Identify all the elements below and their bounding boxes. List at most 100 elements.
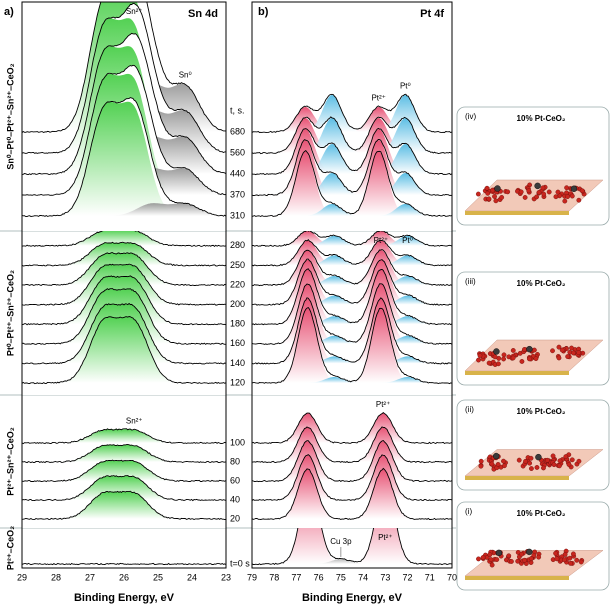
row-label: Sn⁰–Pt⁰–Pt²⁺–Sn²⁺–CeO₂	[5, 63, 15, 169]
illustration-atom	[571, 551, 576, 557]
illustration-cluster	[526, 345, 533, 353]
illustration-atom	[523, 458, 528, 464]
illustration-atom	[478, 458, 484, 464]
spectrum-line	[252, 297, 452, 365]
spectrum-line	[22, 263, 226, 306]
illustration-atom	[510, 355, 516, 361]
spectrum-line	[22, 443, 226, 464]
component-fill	[22, 101, 226, 216]
illustration-atom	[480, 555, 486, 560]
illustration-atom	[489, 562, 495, 568]
illustration-atom	[556, 344, 562, 350]
component-fill	[252, 255, 452, 266]
illustration-atom	[519, 551, 525, 557]
component-fill	[22, 491, 226, 519]
illustration-atom	[493, 198, 499, 204]
illustration-atom	[569, 193, 575, 199]
x-tick-label: 71	[425, 572, 435, 582]
illustration-cluster	[535, 453, 542, 461]
row-label: Pt⁰–Pt²⁺–Sn²⁺–CeO₂	[5, 270, 15, 356]
illustration-atom	[569, 345, 574, 351]
component-fill	[22, 168, 226, 195]
illustration-tag: (iii)	[465, 277, 476, 286]
panel-title: Pt 4f	[420, 8, 444, 20]
row-label: Pt²⁺–Sn²⁺–CeO₂	[5, 427, 15, 496]
illustration-atom	[541, 465, 546, 471]
spectra-group	[252, 231, 452, 395]
time-label: 680	[230, 126, 245, 136]
component-fill	[252, 295, 452, 305]
spectrum-line	[22, 252, 226, 287]
illustration-tag: (i)	[465, 507, 472, 516]
illustration-atom	[546, 189, 552, 195]
spectrum-line	[22, 288, 226, 345]
component-fill	[252, 144, 452, 174]
illustration-caption: 10% Pt-CeO₂	[517, 279, 566, 288]
component-fill	[22, 203, 226, 216]
illustration-atom	[476, 357, 481, 363]
illustration-atom	[528, 455, 534, 461]
illustration-atom	[485, 190, 491, 196]
time-label: 60	[230, 475, 240, 485]
component-fill	[252, 308, 452, 383]
illustration-atom	[506, 553, 512, 559]
x-tick-label: 29	[17, 572, 27, 582]
component-fill	[22, 476, 226, 500]
spectrum-line	[22, 97, 226, 218]
illustration-atom	[478, 463, 484, 469]
illustration-atom	[556, 355, 562, 361]
spectrum-line	[252, 528, 452, 566]
component-fill	[22, 429, 226, 443]
illustration-atom	[489, 461, 495, 467]
x-tick-label: 70	[447, 572, 457, 582]
panel-label: a)	[4, 6, 14, 18]
illustration-atom	[494, 557, 500, 562]
illustration-atom	[486, 360, 492, 366]
peak-annotation: Pt⁰	[400, 82, 411, 91]
illustration-atom	[487, 552, 493, 558]
support-edge	[465, 576, 569, 580]
illustration-atom	[522, 195, 528, 200]
spectra-group	[252, 412, 452, 528]
illustration-atom	[518, 189, 524, 195]
time-label: 250	[230, 260, 245, 270]
illustration-atom	[578, 559, 584, 565]
component-fill	[22, 136, 226, 174]
support-edge	[465, 371, 569, 375]
spectra-group	[22, 231, 226, 395]
spectrum-line	[22, 3, 226, 154]
spectrum-line	[22, 316, 226, 385]
spectrum-line	[252, 412, 452, 445]
illustration-cluster	[494, 185, 501, 192]
peak-annotation: Sn⁰	[179, 70, 192, 79]
spectrum-line	[252, 283, 452, 345]
illustration-atom	[576, 458, 582, 464]
illustration-atom	[488, 557, 494, 562]
illustration-atom	[527, 460, 533, 466]
spectrum-line	[22, 2, 226, 134]
x-tick-label: 75	[336, 572, 346, 582]
spectrum-line	[22, 231, 226, 247]
peak-annotation: Pt²⁺	[371, 93, 385, 102]
x-tick-label: 25	[153, 572, 163, 582]
x-tick-label: 77	[291, 572, 301, 582]
spectrum-line	[22, 428, 226, 445]
spectrum-line	[252, 139, 452, 197]
illustration-atom	[528, 556, 534, 562]
component-fill	[252, 413, 452, 443]
time-label: 440	[230, 168, 245, 178]
illustration-atom	[533, 356, 539, 362]
component-fill	[22, 460, 226, 481]
time-label: 140	[230, 358, 245, 368]
illustration-atom	[492, 354, 498, 360]
peak-annotation: Pt⁰	[402, 236, 413, 245]
component-fill	[252, 316, 452, 325]
spectrum-line	[252, 467, 452, 521]
illustration-atom	[536, 190, 542, 195]
illustration-cluster	[534, 182, 541, 190]
illustration-atom	[536, 554, 542, 560]
spectra-group	[22, 2, 226, 231]
illustration-atom	[534, 465, 540, 470]
illustration-atom	[492, 194, 497, 199]
